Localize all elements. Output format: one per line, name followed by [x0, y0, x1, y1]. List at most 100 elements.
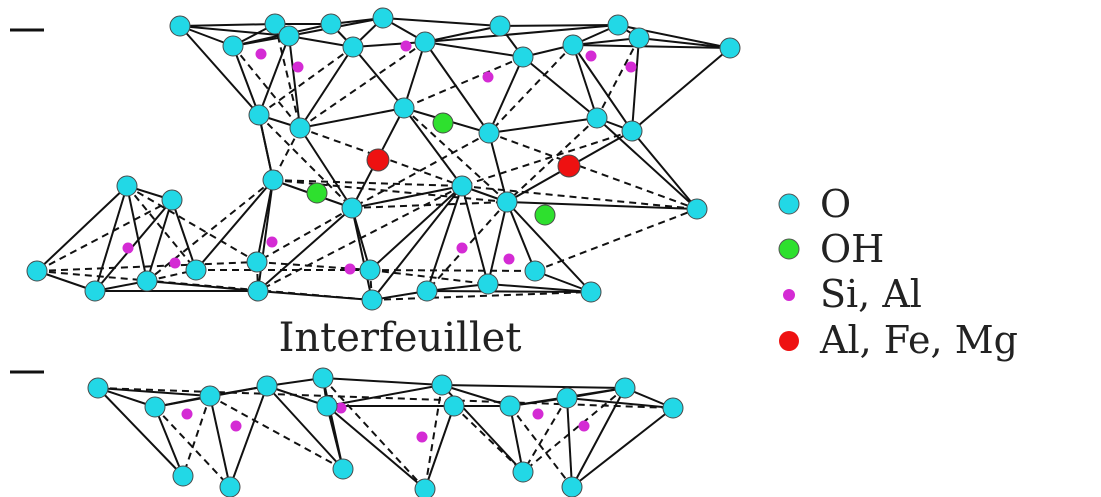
oxygen-atom: [172, 465, 194, 487]
bond-dashed: [509, 405, 573, 488]
bond-solid: [97, 387, 184, 477]
bond-solid: [631, 130, 698, 210]
oxygen-atom: [580, 281, 602, 303]
oxygen-atom: [136, 270, 158, 292]
bond-dashed: [36, 199, 173, 272]
bond-solid: [488, 56, 524, 134]
bond-solid: [179, 25, 290, 37]
oxygen-atom: [289, 117, 311, 139]
interlayer-label: Interfeuillet: [279, 315, 522, 361]
bond-solid: [266, 385, 344, 470]
bond-solid: [326, 384, 443, 407]
bond-solid: [506, 201, 536, 272]
bond-solid: [424, 41, 490, 134]
si-al-atom: [532, 408, 544, 420]
atom-layer: [26, 7, 741, 497]
bond-solid: [572, 37, 640, 46]
bond-solid: [488, 132, 508, 203]
si-al-atom: [578, 420, 590, 432]
bond-solid: [566, 397, 674, 409]
si-al-atom: [169, 257, 181, 269]
bond-solid: [322, 377, 443, 386]
bond-dashed: [426, 201, 508, 292]
oxygen-atom: [621, 120, 643, 142]
oxygen-atom: [499, 395, 521, 417]
legend-item-oxygen: O: [778, 182, 851, 226]
si-al-atom: [482, 71, 494, 83]
bond-solid: [631, 37, 640, 132]
bond-solid: [179, 23, 276, 27]
oxygen-atom: [246, 251, 268, 273]
bond-dashed: [322, 377, 426, 490]
bond-dashed: [506, 117, 598, 203]
bond-dashed: [369, 269, 536, 272]
si-al-atom: [292, 61, 304, 73]
bond-dashed: [146, 179, 274, 282]
bond-solid: [257, 179, 274, 292]
legend-label-octahedral-cation: Al, Fe, Mg: [819, 318, 1018, 362]
bond-dashed: [488, 44, 574, 134]
bond-solid: [171, 199, 197, 271]
bond-solid: [572, 44, 633, 132]
oxygen-atom: [278, 25, 300, 47]
oxygen-atom: [393, 97, 415, 119]
bond-dashed: [369, 269, 489, 285]
bond-dashed: [36, 270, 373, 301]
octahedral-cation-atom: [366, 148, 390, 172]
octahedral-cation-icon: [779, 331, 799, 351]
bond-solid: [94, 199, 173, 292]
bond-solid: [229, 385, 268, 488]
bond-solid: [424, 24, 619, 43]
hydroxyl-atom: [534, 204, 556, 226]
oxygen-atom: [372, 7, 394, 29]
si-al-icon: [783, 289, 795, 301]
oxygen-atom: [222, 35, 244, 57]
oxygen-atom: [586, 107, 608, 129]
oxygen-atom: [320, 13, 342, 35]
oxygen-atom: [686, 198, 708, 220]
si-al-atom: [344, 263, 356, 275]
oxygen-atom: [662, 397, 684, 419]
oxygen-atom: [116, 175, 138, 197]
bond-dashed: [274, 23, 301, 129]
oxygen-atom: [607, 14, 629, 36]
bond-solid: [258, 114, 274, 181]
oxygen-atom: [496, 191, 518, 213]
bond-solid: [369, 185, 463, 271]
oxygen-atom: [524, 260, 546, 282]
oxygen-atom: [556, 387, 578, 409]
oxygen-atom: [169, 15, 191, 37]
bond-solid: [299, 46, 354, 129]
octahedral-cation-atom: [557, 154, 581, 178]
bond-solid: [266, 385, 328, 407]
legend: O OH Si, Al Al, Fe, Mg: [778, 182, 1018, 362]
oxygen-atom: [628, 27, 650, 49]
bond-solid: [258, 35, 290, 116]
oxygen-atom: [431, 374, 453, 396]
oxygen-atom: [489, 15, 511, 37]
si-al-atom: [585, 50, 597, 62]
bond-solid: [232, 45, 260, 116]
oxygen-atom: [87, 377, 109, 399]
bond-solid: [179, 25, 260, 116]
si-al-atom: [230, 420, 242, 432]
oxygen-atom: [443, 395, 465, 417]
oxygen-atom: [512, 46, 534, 68]
bond-solid: [522, 56, 598, 119]
bond-dashed: [403, 56, 524, 109]
legend-item-si-al: Si, Al: [783, 272, 922, 316]
bond-solid: [326, 405, 426, 490]
bond-solid: [382, 17, 501, 27]
bond-solid: [209, 395, 231, 488]
bond-solid: [424, 405, 455, 490]
bond-solid: [441, 384, 626, 389]
bond-dashed: [36, 261, 258, 272]
bond-dashed: [371, 291, 592, 301]
si-al-atom: [122, 242, 134, 254]
bond-dashed: [256, 261, 371, 271]
bond-solid: [326, 405, 344, 470]
oxygen-atom: [248, 104, 270, 126]
bond-dashed: [522, 397, 568, 473]
bond-solid: [566, 397, 573, 488]
